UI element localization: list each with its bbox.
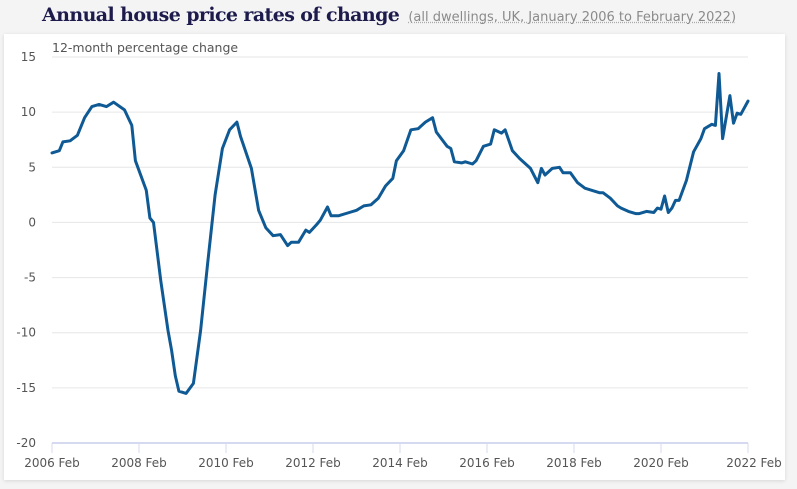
x-tick-label: 2016 Feb — [459, 456, 515, 470]
x-tick-label: 2020 Feb — [633, 456, 689, 470]
x-tick-label: 2014 Feb — [372, 456, 428, 470]
y-tick-label: -10 — [16, 326, 36, 340]
y-tick-label: 5 — [28, 160, 36, 174]
y-axis-label: 12-month percentage change — [52, 40, 238, 55]
series-line — [50, 72, 750, 395]
y-tick-label: -5 — [24, 271, 36, 285]
y-tick-label: 15 — [21, 50, 36, 64]
chart-subtitle[interactable]: (all dwellings, UK, January 2006 to Febr… — [408, 10, 737, 25]
x-tick-label: 2012 Feb — [285, 456, 341, 470]
y-tick-label: -15 — [16, 381, 36, 395]
y-tick-label: 0 — [28, 215, 36, 229]
x-tick-label: 2006 Feb — [24, 456, 80, 470]
x-tick-label: 2018 Feb — [546, 456, 602, 470]
chart-header: Annual house price rates of change (all … — [42, 4, 736, 26]
x-tick-label: 2022 Feb — [726, 456, 782, 470]
y-tick-label: -20 — [16, 436, 36, 450]
x-tick-label: 2008 Feb — [111, 456, 167, 470]
chart-card — [4, 34, 785, 480]
x-tick-label: 2010 Feb — [198, 456, 254, 470]
y-tick-label: 10 — [21, 105, 36, 119]
chart-title: Annual house price rates of change — [42, 4, 400, 26]
